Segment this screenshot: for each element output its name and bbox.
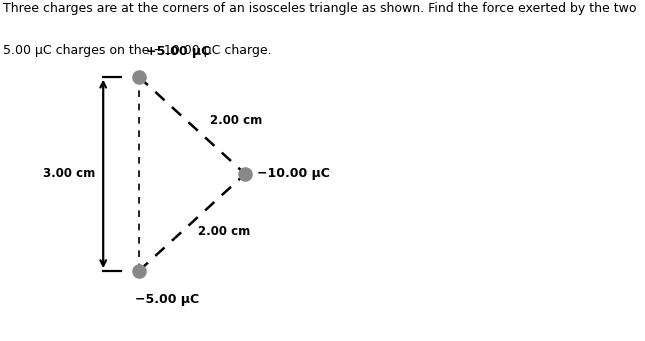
Text: Three charges are at the corners of an isosceles triangle as shown. Find the for: Three charges are at the corners of an i… (3, 2, 637, 15)
Text: −5.00 μC: −5.00 μC (135, 293, 199, 306)
Text: +5.00 μC: +5.00 μC (146, 45, 211, 58)
Point (240, 171, 250, 177)
Text: 2.00 cm: 2.00 cm (210, 114, 263, 127)
Point (134, 74, 144, 79)
Text: 5.00 μC charges on the −10.00 μC charge.: 5.00 μC charges on the −10.00 μC charge. (3, 44, 272, 57)
Text: −10.00 μC: −10.00 μC (257, 167, 330, 180)
Text: 3.00 cm: 3.00 cm (43, 167, 95, 180)
Text: 2.00 cm: 2.00 cm (199, 224, 251, 238)
Point (134, 268, 144, 274)
